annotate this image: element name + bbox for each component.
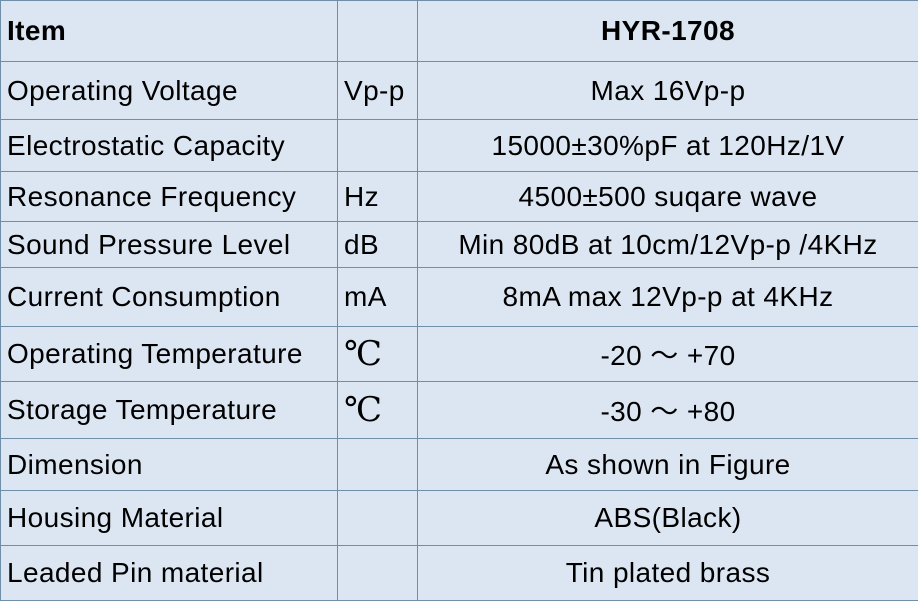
table-row: Current Consumption mA 8mA max 12Vp-p at…	[1, 268, 918, 327]
table-row: Operating Voltage Vp-p Max 16Vp-p	[1, 62, 918, 120]
header-model-cell: HYR-1708	[418, 1, 918, 62]
row-item-cell: Operating Voltage	[1, 62, 338, 120]
row-item-cell: Sound Pressure Level	[1, 222, 338, 268]
header-item-cell: Item	[1, 1, 338, 62]
row-value-cell: Max 16Vp-p	[418, 62, 918, 120]
table-row: Housing Material ABS(Black)	[1, 491, 918, 546]
row-unit-cell: dB	[338, 222, 418, 268]
header-unit-cell	[338, 1, 418, 62]
row-unit-cell	[338, 439, 418, 491]
row-unit-cell: mA	[338, 268, 418, 327]
row-value-cell: -30 ～ +80	[418, 382, 918, 439]
row-value-cell: -20 ～ +70	[418, 327, 918, 382]
header-row: Item HYR-1708	[1, 1, 918, 62]
row-item-cell: Resonance Frequency	[1, 172, 338, 222]
row-unit-cell: Hz	[338, 172, 418, 222]
row-unit-cell	[338, 546, 418, 601]
row-item-cell: Current Consumption	[1, 268, 338, 327]
row-unit-cell: ℃	[338, 382, 418, 439]
row-value-cell: 8mA max 12Vp-p at 4KHz	[418, 268, 918, 327]
table-row: Electrostatic Capacity 15000±30%pF at 12…	[1, 120, 918, 172]
row-value-cell: 15000±30%pF at 120Hz/1V	[418, 120, 918, 172]
row-item-cell: Leaded Pin material	[1, 546, 338, 601]
table-row: Operating Temperature ℃ -20 ～ +70	[1, 327, 918, 382]
row-unit-cell	[338, 120, 418, 172]
row-value-cell: Tin plated brass	[418, 546, 918, 601]
row-value-cell: Min 80dB at 10cm/12Vp-p /4KHz	[418, 222, 918, 268]
row-value-cell: 4500±500 suqare wave	[418, 172, 918, 222]
row-unit-cell	[338, 491, 418, 546]
row-value-cell: As shown in Figure	[418, 439, 918, 491]
row-item-cell: Operating Temperature	[1, 327, 338, 382]
table-row: Resonance Frequency Hz 4500±500 suqare w…	[1, 172, 918, 222]
row-item-cell: Electrostatic Capacity	[1, 120, 338, 172]
row-value-cell: ABS(Black)	[418, 491, 918, 546]
row-item-cell: Storage Temperature	[1, 382, 338, 439]
table-row: Dimension As shown in Figure	[1, 439, 918, 491]
row-item-cell: Housing Material	[1, 491, 338, 546]
row-item-cell: Dimension	[1, 439, 338, 491]
table-row: Leaded Pin material Tin plated brass	[1, 546, 918, 601]
row-unit-cell: ℃	[338, 327, 418, 382]
table-row: Storage Temperature ℃ -30 ～ +80	[1, 382, 918, 439]
table-row: Sound Pressure Level dB Min 80dB at 10cm…	[1, 222, 918, 268]
row-unit-cell: Vp-p	[338, 62, 418, 120]
